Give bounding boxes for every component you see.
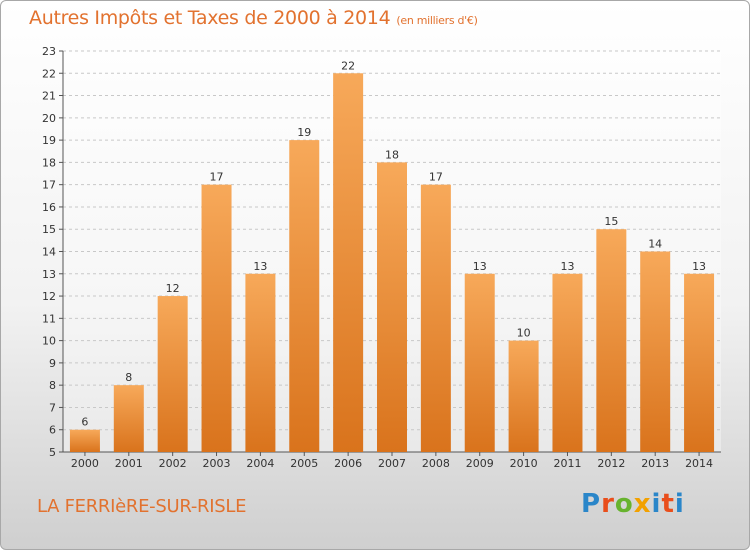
bar bbox=[69, 429, 100, 452]
y-tick-label: 7 bbox=[49, 401, 56, 414]
y-tick-label: 11 bbox=[42, 312, 56, 325]
x-tick-label: 2011 bbox=[553, 457, 581, 470]
x-tick-label: 2010 bbox=[510, 457, 538, 470]
data-label: 12 bbox=[166, 282, 180, 295]
data-label: 13 bbox=[253, 260, 267, 273]
chart-title: Autres Impôts et Taxes de 2000 à 2014 (en… bbox=[29, 7, 478, 29]
bar bbox=[333, 73, 364, 453]
bar bbox=[508, 340, 539, 452]
y-tick-label: 15 bbox=[42, 223, 56, 236]
y-tick-label: 14 bbox=[42, 246, 56, 259]
data-label: 15 bbox=[604, 215, 618, 228]
x-tick-label: 2014 bbox=[685, 457, 713, 470]
y-tick-label: 20 bbox=[42, 112, 56, 125]
y-tick-label: 8 bbox=[49, 379, 56, 392]
bar bbox=[289, 140, 320, 452]
x-tick-label: 2006 bbox=[334, 457, 362, 470]
y-tick-label: 19 bbox=[42, 134, 56, 147]
data-label: 17 bbox=[210, 171, 224, 184]
x-tick-label: 2008 bbox=[422, 457, 450, 470]
y-tick-label: 18 bbox=[42, 156, 56, 169]
y-tick-label: 23 bbox=[42, 45, 56, 58]
y-tick-label: 13 bbox=[42, 268, 56, 281]
bar bbox=[420, 184, 451, 452]
logo-letter: i bbox=[674, 489, 685, 519]
data-label: 13 bbox=[692, 260, 706, 273]
data-label: 8 bbox=[125, 371, 132, 384]
bar bbox=[245, 273, 276, 452]
y-tick-label: 6 bbox=[49, 424, 56, 437]
logo-letter: P bbox=[581, 489, 602, 519]
x-tick-label: 2003 bbox=[203, 457, 231, 470]
logo-letter: r bbox=[601, 489, 615, 519]
bar bbox=[552, 273, 583, 452]
bar bbox=[684, 273, 715, 452]
x-tick-label: 2004 bbox=[246, 457, 274, 470]
data-label: 6 bbox=[81, 416, 88, 429]
data-label: 18 bbox=[385, 148, 399, 161]
bar bbox=[596, 229, 627, 452]
y-tick-label: 21 bbox=[42, 90, 56, 103]
y-tick-label: 5 bbox=[49, 446, 56, 459]
y-tick-label: 9 bbox=[49, 357, 56, 370]
x-tick-label: 2005 bbox=[290, 457, 318, 470]
x-tick-label: 2013 bbox=[641, 457, 669, 470]
bar bbox=[113, 385, 144, 452]
bar bbox=[464, 273, 495, 452]
data-label: 13 bbox=[560, 260, 574, 273]
bar bbox=[201, 184, 232, 452]
logo-letter: t bbox=[661, 489, 675, 519]
data-label: 19 bbox=[297, 126, 311, 139]
city-name: LA FERRIèRE-SUR-RISLE bbox=[37, 496, 247, 517]
data-label: 22 bbox=[341, 59, 355, 72]
data-label: 10 bbox=[517, 327, 531, 340]
title-text: Autres Impôts et Taxes de 2000 à 2014 bbox=[29, 7, 391, 29]
y-tick-label: 22 bbox=[42, 67, 56, 80]
bar bbox=[640, 251, 671, 452]
bar bbox=[377, 162, 407, 452]
data-label: 13 bbox=[473, 260, 487, 273]
data-label: 17 bbox=[429, 171, 443, 184]
logo-letter: x bbox=[633, 489, 652, 519]
y-tick-label: 17 bbox=[42, 179, 56, 192]
x-tick-label: 2001 bbox=[115, 457, 143, 470]
y-tick-label: 16 bbox=[42, 201, 56, 214]
y-tick-label: 10 bbox=[42, 335, 56, 348]
x-tick-label: 2002 bbox=[159, 457, 187, 470]
x-tick-label: 2007 bbox=[378, 457, 406, 470]
logo-letter: o bbox=[614, 489, 634, 519]
x-tick-label: 2012 bbox=[597, 457, 625, 470]
data-label: 14 bbox=[648, 238, 662, 251]
x-tick-label: 2000 bbox=[71, 457, 99, 470]
x-tick-label: 2009 bbox=[466, 457, 494, 470]
unit-subtitle: (en milliers d'€) bbox=[396, 14, 478, 27]
proxiti-logo: Proxiti bbox=[581, 489, 685, 519]
bar bbox=[157, 296, 188, 452]
logo-letter: i bbox=[651, 489, 662, 519]
y-tick-label: 12 bbox=[42, 290, 56, 303]
